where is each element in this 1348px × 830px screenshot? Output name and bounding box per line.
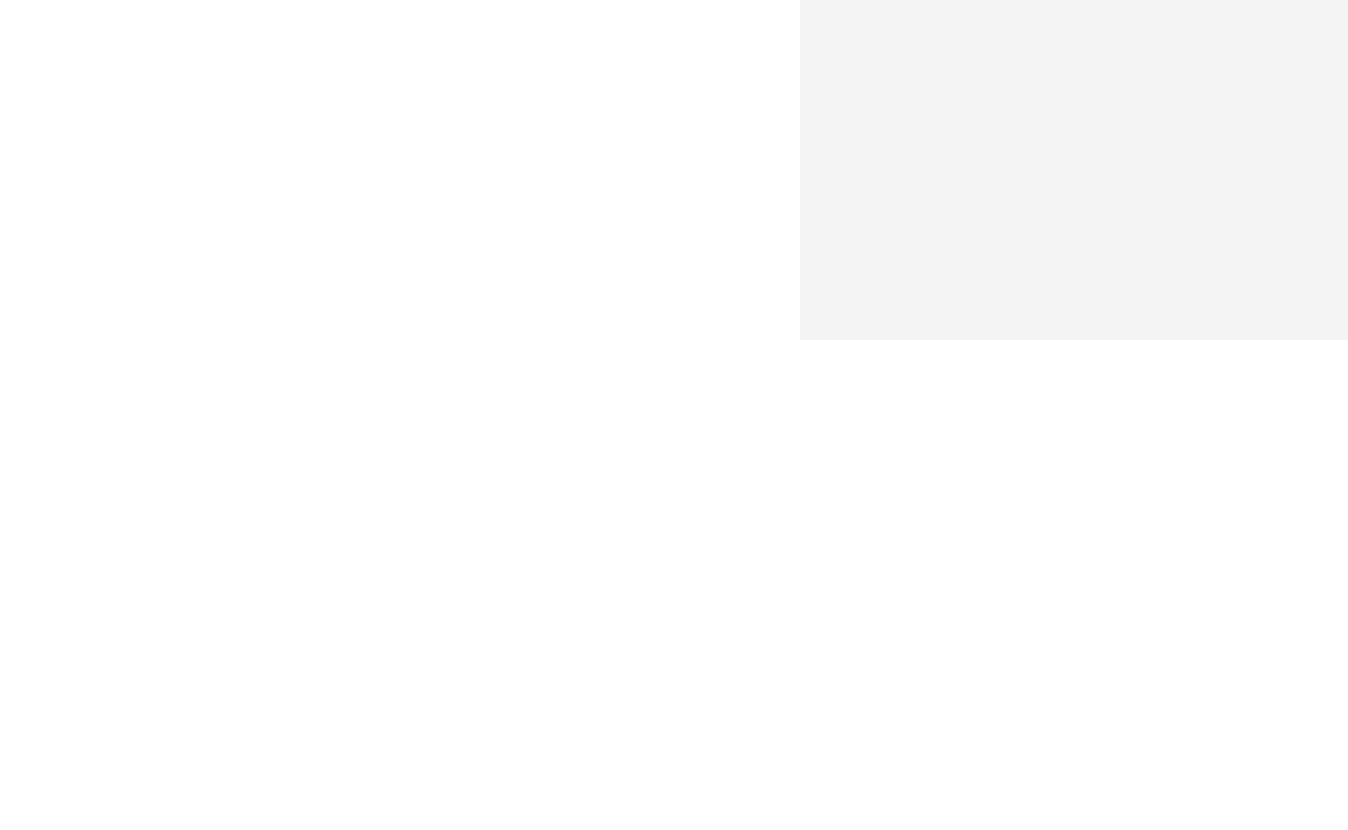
chart-panel: [800, 0, 1348, 340]
diagram-svg: [0, 0, 1348, 830]
diagram-root: [0, 0, 1348, 830]
